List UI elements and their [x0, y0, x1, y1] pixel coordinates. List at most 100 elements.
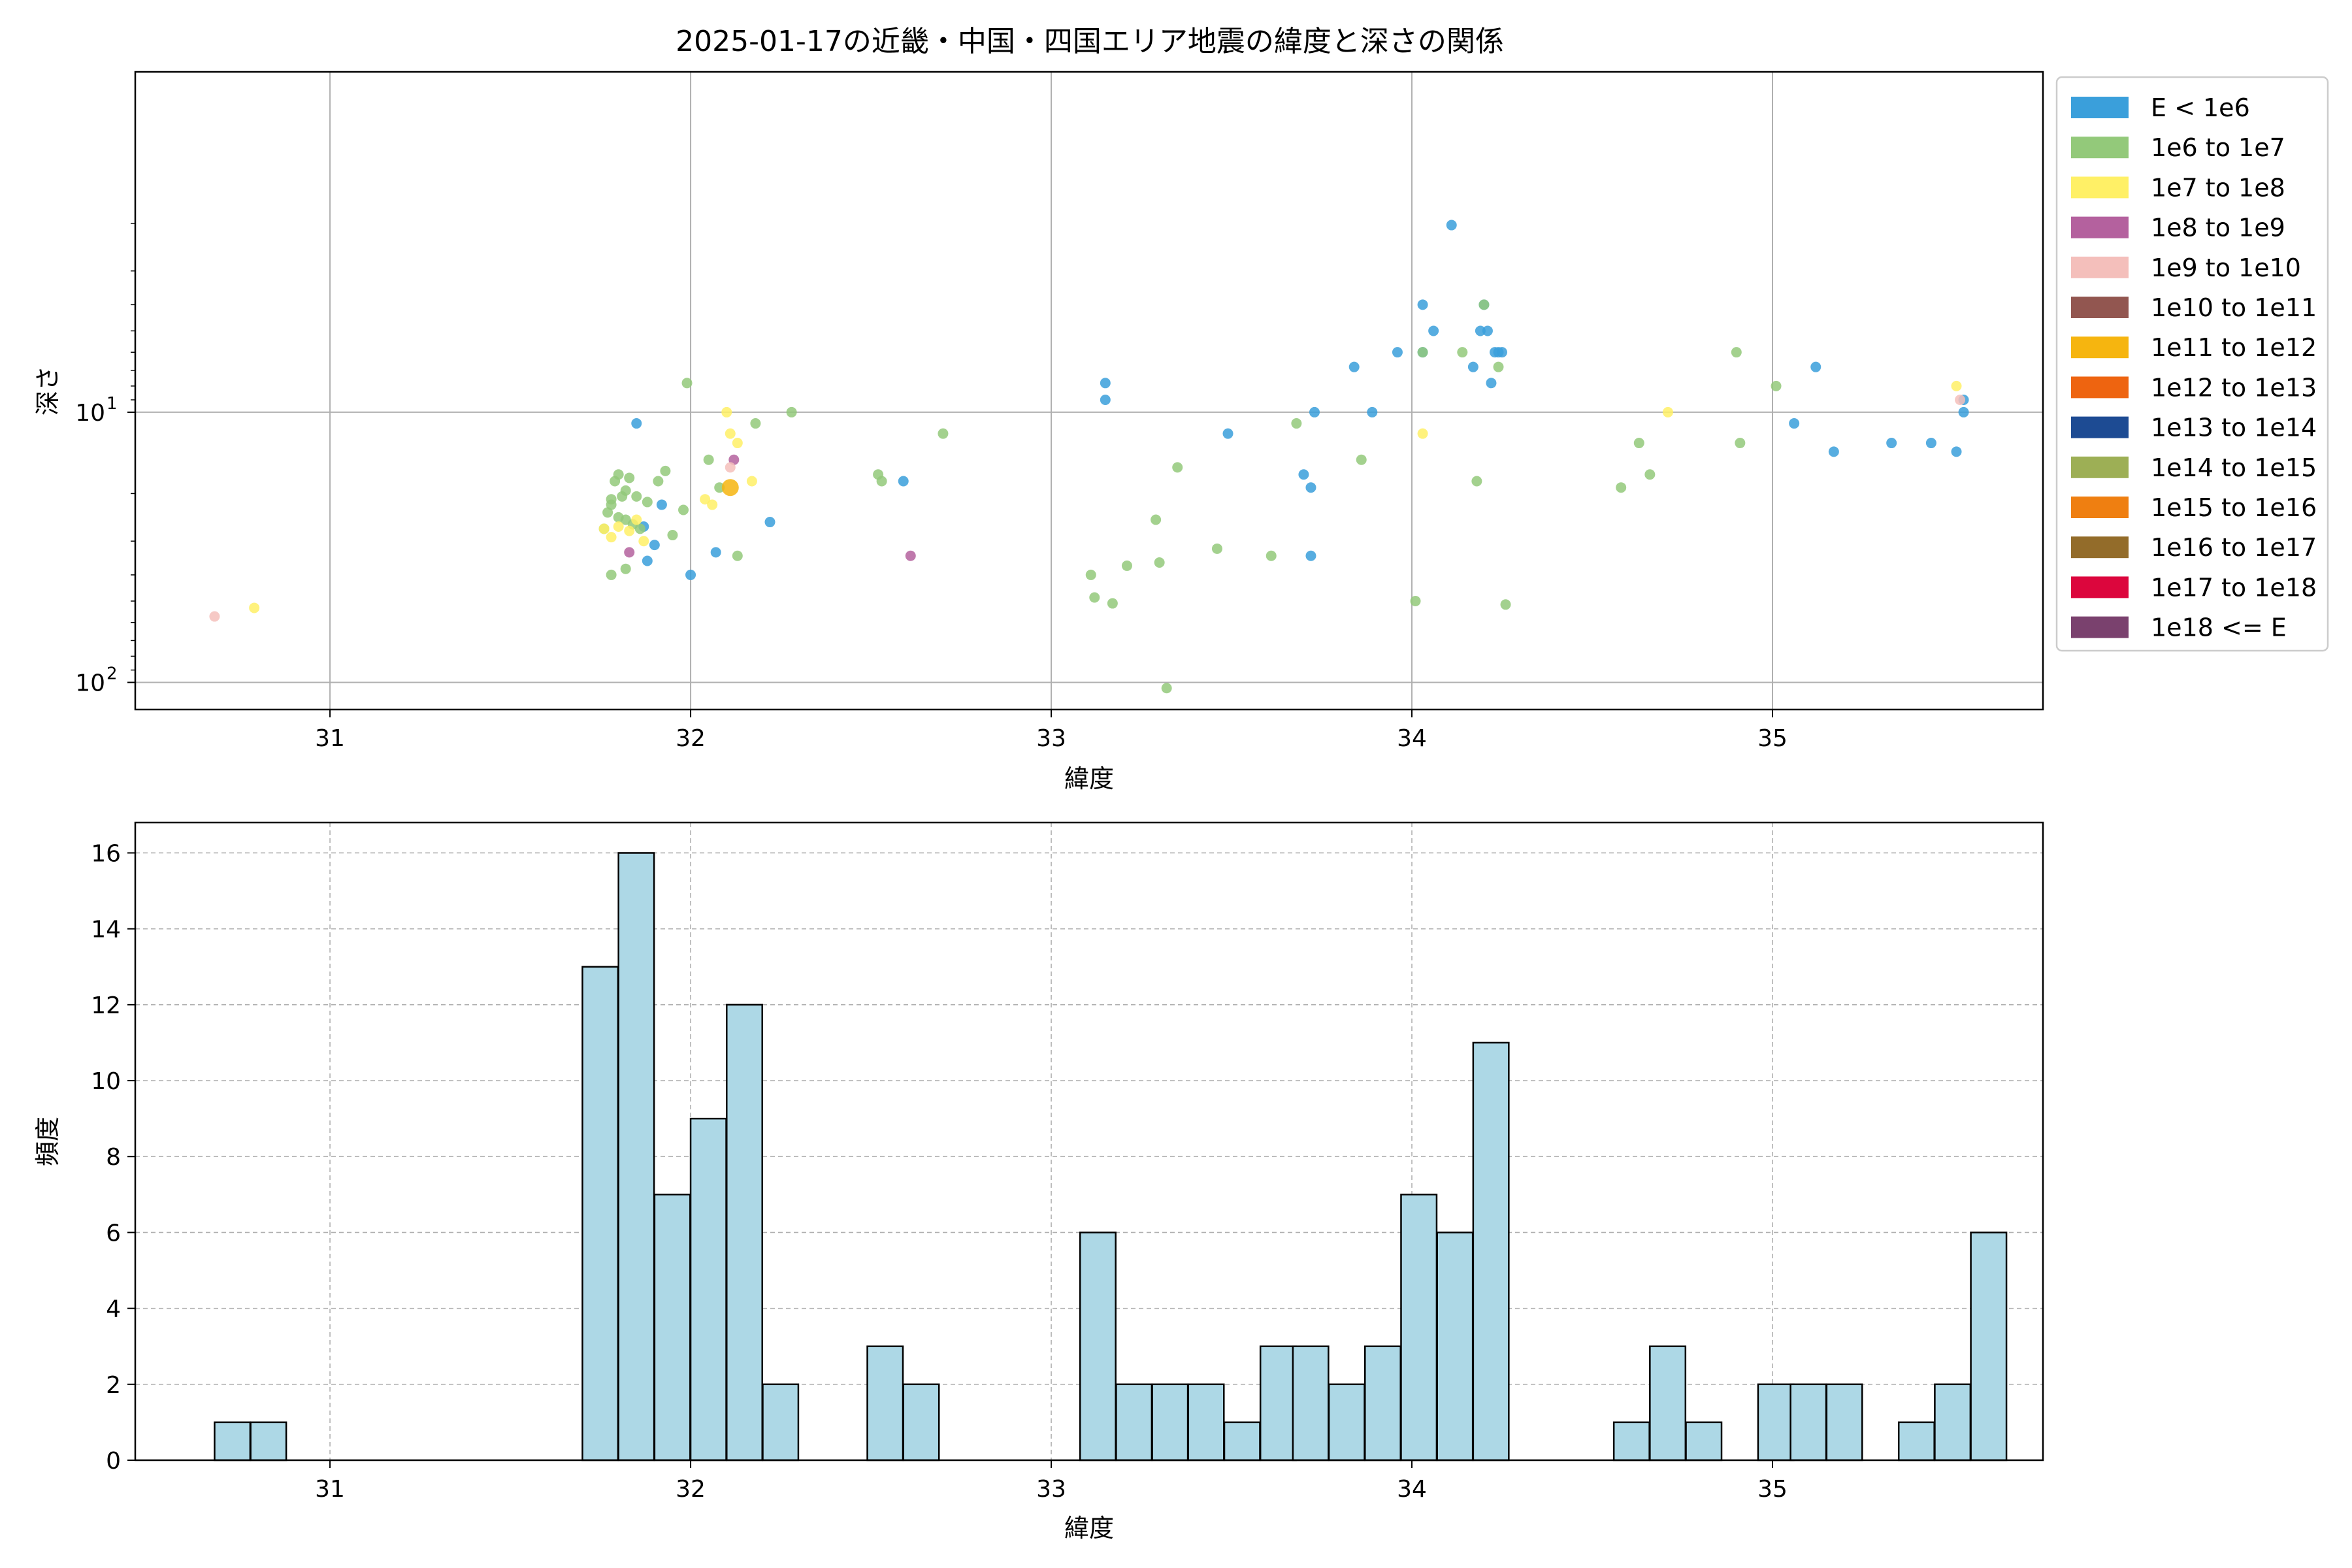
scatter-point — [624, 547, 635, 558]
scatter-point — [631, 418, 642, 429]
scatter-point — [1457, 347, 1468, 358]
hist-bar — [1364, 1345, 1401, 1462]
scatter-point — [707, 499, 718, 510]
hist-bar — [1685, 1421, 1723, 1462]
legend-swatch — [2071, 416, 2129, 438]
legend-label: 1e7 to 1e8 — [2151, 173, 2285, 202]
scatter-point — [631, 491, 642, 502]
hist-bar — [250, 1421, 287, 1462]
scatter-point — [1348, 361, 1360, 372]
scatter-point — [1100, 378, 1111, 389]
scatter-point — [732, 550, 743, 561]
legend-swatch — [2071, 216, 2129, 238]
scatter-point — [1305, 550, 1316, 561]
scatter-x-tick-label: 34 — [1397, 725, 1427, 752]
scatter-point — [700, 494, 711, 505]
hist-bar — [617, 852, 655, 1462]
hist-bar — [1328, 1383, 1365, 1462]
scatter-title: 2025-01-17の近畿・中国・四国エリア地震の緯度と深さの関係 — [676, 25, 1504, 58]
hist-y-tick-label: 0 — [106, 1448, 121, 1475]
scatter-point — [1735, 438, 1746, 449]
legend-swatch — [2071, 176, 2129, 199]
scatter-point — [634, 523, 645, 534]
hist-bar — [1259, 1345, 1297, 1462]
scatter-x-tick-label: 31 — [315, 725, 345, 752]
scatter-point — [1305, 482, 1316, 493]
scatter-point — [1266, 550, 1277, 561]
legend-label: 1e6 to 1e7 — [2151, 133, 2285, 162]
scatter-point — [905, 550, 916, 561]
scatter-point — [1417, 428, 1428, 439]
scatter-point — [721, 406, 732, 417]
scatter-point — [1298, 469, 1309, 480]
hist-x-tick-label: 32 — [676, 1476, 706, 1503]
scatter-point — [606, 569, 617, 580]
scatter-point — [1151, 514, 1162, 525]
hist-bar — [1436, 1232, 1474, 1462]
scatter-point — [732, 438, 743, 449]
legend-label: 1e11 to 1e12 — [2151, 333, 2317, 362]
scatter-point — [653, 476, 664, 487]
scatter-point — [249, 602, 260, 613]
scatter-point — [1392, 347, 1403, 358]
legend-swatch — [2071, 137, 2129, 159]
hist-axes: 31 32 33 34 35 0 2 4 6 8 10 12 14 16 緯度 頻度 — [33, 821, 2044, 1543]
scatter-point — [1428, 325, 1439, 336]
scatter-point — [631, 514, 642, 525]
scatter-point — [703, 454, 714, 465]
scatter-point — [1955, 395, 1966, 406]
legend-label: 1e14 to 1e15 — [2151, 453, 2317, 482]
scatter-point — [786, 406, 797, 417]
scatter-point — [1828, 446, 1839, 457]
scatter-point — [656, 499, 667, 510]
hist-y-tick-label: 4 — [106, 1296, 121, 1323]
scatter-y-tick-label: 10 — [75, 400, 105, 427]
hist-bar — [653, 1194, 691, 1462]
hist-bar — [866, 1345, 904, 1462]
scatter-point — [1154, 557, 1165, 568]
scatter-y-axis-label: 深さ — [33, 366, 62, 416]
hist-y-tick-label: 6 — [106, 1220, 121, 1247]
scatter-point — [598, 523, 610, 534]
scatter-point — [667, 530, 678, 541]
legend-label: 1e15 to 1e16 — [2151, 493, 2317, 522]
scatter-point — [1789, 418, 1800, 429]
scatter-point — [1100, 395, 1111, 406]
scatter-point — [606, 499, 617, 510]
scatter-point — [1925, 438, 1936, 449]
hist-bar — [1115, 1383, 1153, 1462]
scatter-point — [714, 482, 725, 493]
scatter-x-tick-label: 32 — [676, 725, 706, 752]
scatter-point — [1482, 325, 1493, 336]
legend-label: 1e9 to 1e10 — [2151, 253, 2301, 282]
scatter-y-tick-exponent: 1 — [106, 394, 118, 414]
legend-label: 1e17 to 1e18 — [2151, 573, 2317, 602]
scatter-point — [1161, 683, 1172, 694]
scatter-point — [685, 569, 696, 580]
hist-bar — [1970, 1232, 2008, 1462]
scatter-point — [638, 536, 649, 547]
scatter-point — [764, 517, 776, 528]
scatter-point — [613, 469, 624, 480]
hist-grid — [135, 823, 2043, 1461]
hist-bar — [726, 1004, 763, 1462]
scatter-point — [1356, 454, 1367, 465]
scatter-point — [642, 497, 653, 508]
hist-bar — [1472, 1041, 1510, 1462]
scatter-point — [938, 428, 949, 439]
hist-y-tick-label: 10 — [91, 1068, 121, 1095]
scatter-point — [1211, 543, 1222, 554]
scatter-point — [1493, 361, 1504, 372]
hist-x-tick-label: 31 — [315, 1476, 345, 1503]
legend-swatch — [2071, 616, 2129, 638]
scatter-point — [1662, 406, 1673, 417]
scatter-point — [681, 378, 693, 389]
scatter-point — [1475, 325, 1486, 336]
scatter-point — [1085, 569, 1096, 580]
scatter-point — [725, 462, 736, 473]
scatter-point — [1810, 361, 1821, 372]
scatter-point — [1886, 438, 1897, 449]
hist-bar — [1612, 1421, 1650, 1462]
